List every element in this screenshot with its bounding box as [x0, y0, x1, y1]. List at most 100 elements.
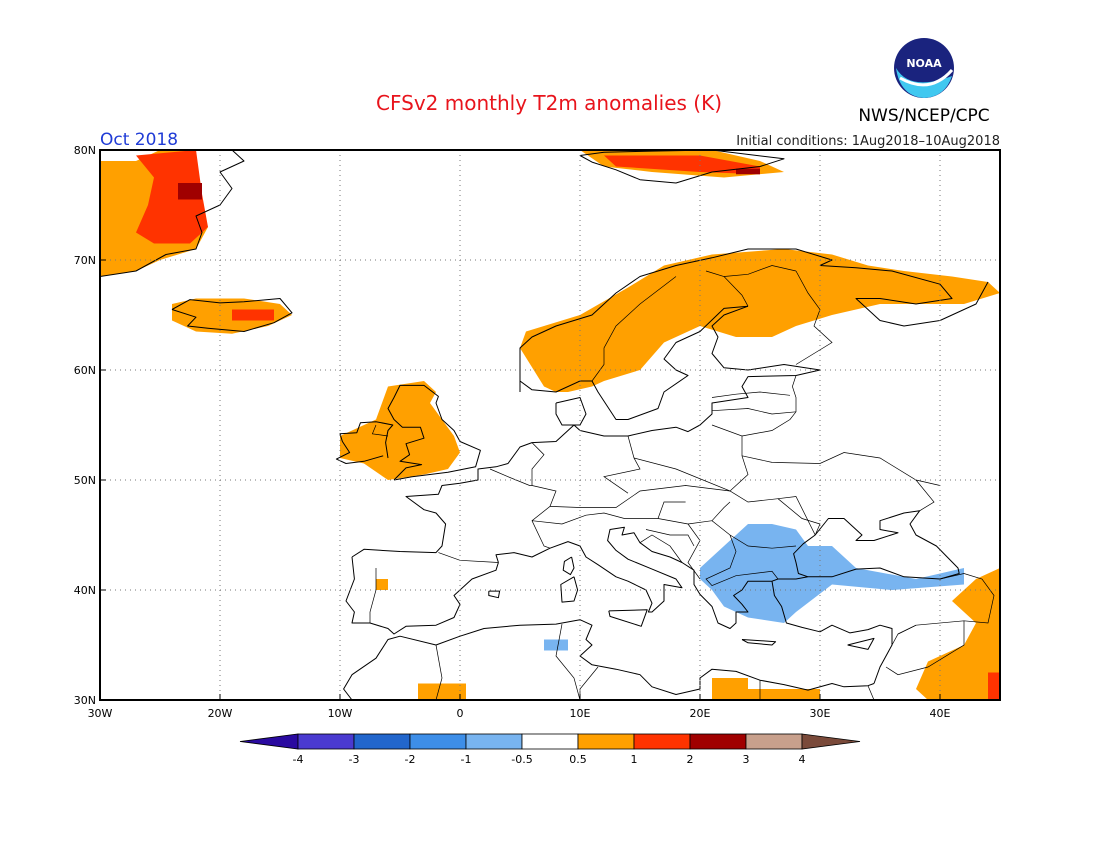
- anomaly-region: [376, 579, 388, 590]
- country-border: [435, 644, 443, 701]
- coastline: [608, 609, 648, 627]
- anomaly-region: [712, 678, 820, 700]
- anomaly-region: [178, 183, 202, 200]
- country-border: [885, 620, 965, 676]
- colorbar-label: 2: [687, 753, 694, 766]
- x-tick-label: 20W: [208, 707, 233, 720]
- country-border: [723, 265, 797, 277]
- y-tick-label: 30N: [74, 694, 96, 707]
- colorbar-label: -1: [461, 753, 472, 766]
- country-border: [531, 442, 545, 486]
- country-border: [891, 624, 917, 646]
- coastline: [560, 576, 579, 603]
- x-tick-label: 10E: [570, 707, 591, 720]
- coastline: [562, 556, 575, 576]
- colorbar-swatch: [409, 733, 467, 750]
- colorbar-swatch: [745, 733, 803, 750]
- colorbar-label: -2: [405, 753, 416, 766]
- map-frame: [99, 149, 1001, 701]
- coastline: [579, 149, 785, 184]
- country-border: [777, 498, 821, 536]
- coastline: [711, 305, 821, 371]
- chart-title: CFSv2 monthly T2m anomalies (K): [376, 91, 722, 115]
- country-border: [705, 534, 779, 587]
- anomaly-region: [988, 672, 1000, 700]
- colorbar-label: 0.5: [569, 753, 587, 766]
- agency-label: NWS/NCEP/CPC: [858, 106, 989, 126]
- colorbar-swatch: [353, 733, 411, 750]
- coastline: [771, 581, 893, 684]
- period-label: Oct 2018: [100, 130, 178, 150]
- colorbar-label: 3: [743, 753, 750, 766]
- country-border: [915, 479, 935, 512]
- colorbar-label: 1: [631, 753, 638, 766]
- anomaly-region: [604, 155, 760, 175]
- x-tick-label: 20E: [690, 707, 711, 720]
- coastline: [488, 590, 501, 599]
- map-panel: 30W 20W 10W 0 10E 20E 30E 40E 30N 40N 50N 60N 70N 80…: [74, 144, 1001, 720]
- country-border: [555, 624, 581, 701]
- coastline: [343, 619, 875, 701]
- coastline: [847, 637, 875, 650]
- initial-conditions: Initial conditions: 1Aug2018–10Aug2018: [736, 134, 1000, 149]
- y-tick-label: 80N: [74, 144, 96, 157]
- y-tick-label: 40N: [74, 584, 96, 597]
- anomaly-region: [340, 381, 460, 480]
- coastline: [171, 298, 293, 332]
- country-border: [711, 391, 791, 398]
- country-border: [711, 501, 731, 521]
- coastline: [741, 639, 777, 646]
- colorbar-swatch: [465, 733, 523, 750]
- latitude-ticks: 30N 40N 50N 60N 70N 80N: [74, 144, 106, 707]
- anomaly-region: [916, 568, 1000, 700]
- country-border: [369, 568, 377, 623]
- colorbar-swatch: [689, 733, 747, 750]
- country-border: [897, 573, 995, 635]
- country-border: [705, 270, 749, 307]
- longitude-ticks: 30W 20W 10W 0 10E 20E 30E 40E: [88, 694, 951, 720]
- country-border: [687, 520, 797, 549]
- coastline: [591, 305, 749, 420]
- anomaly-region: [418, 683, 466, 700]
- country-border: [549, 485, 816, 536]
- colorbar: -4 -3 -2 -1 -0.5 0.5 1 2 3 4: [239, 733, 861, 766]
- anomaly-region: [136, 150, 208, 244]
- country-border: [531, 485, 557, 549]
- anomaly-regions: [100, 150, 1000, 700]
- x-tick-label: 30E: [810, 707, 831, 720]
- country-border: [795, 270, 833, 365]
- country-border: [645, 529, 695, 547]
- graticule: [100, 150, 1000, 700]
- x-tick-label: 0: [457, 707, 464, 720]
- anomaly-region: [736, 168, 760, 175]
- anomaly-region: [700, 524, 964, 623]
- colorbar-swatch: [577, 733, 635, 750]
- colorbar-arrow-high: [801, 733, 861, 750]
- country-border: [591, 276, 677, 382]
- anomaly-region: [520, 249, 1000, 392]
- x-tick-label: 10W: [328, 707, 353, 720]
- coastline: [495, 510, 960, 629]
- colorbar-swatch: [297, 733, 355, 750]
- country-border: [603, 435, 641, 494]
- coastline: [345, 556, 499, 635]
- country-border: [371, 424, 389, 437]
- colorbar-swatch: [633, 733, 691, 750]
- anomaly-region: [544, 639, 568, 651]
- logo-text: NOAA: [906, 57, 942, 70]
- country-border: [867, 685, 875, 701]
- country-border: [711, 408, 797, 415]
- map-background: [100, 150, 1000, 700]
- anomaly-region: [232, 309, 274, 321]
- coastline: [519, 380, 592, 393]
- colorbar-label: -0.5: [511, 753, 532, 766]
- coastline: [335, 421, 394, 464]
- colorbar-label: -4: [293, 753, 304, 766]
- country-border: [489, 468, 532, 486]
- coastline: [351, 424, 575, 558]
- colorbar-arrow-low: [239, 733, 299, 750]
- y-tick-label: 70N: [74, 254, 96, 267]
- colorbar-swatch: [521, 733, 579, 750]
- country-border: [639, 534, 683, 563]
